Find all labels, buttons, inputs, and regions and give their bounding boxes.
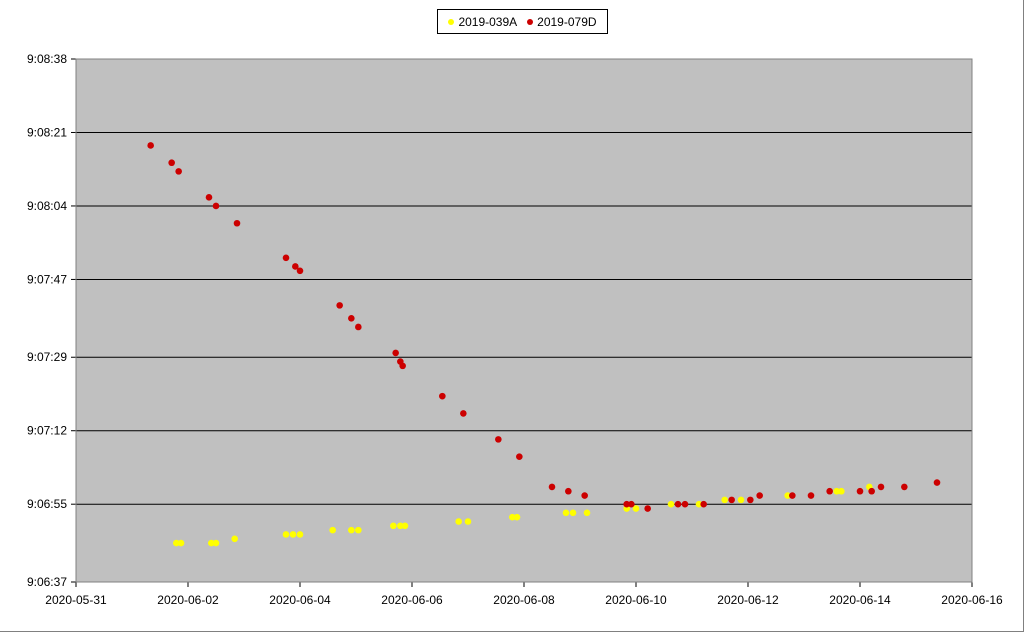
data-point-series-1 bbox=[583, 509, 591, 517]
data-point-series-2 bbox=[565, 487, 572, 495]
data-point-series-1 bbox=[509, 513, 516, 521]
data-point-series-1 bbox=[695, 500, 703, 508]
data-point-series-1 bbox=[784, 492, 791, 499]
data-point-series-1 bbox=[838, 487, 845, 495]
data-point-series-2 bbox=[581, 492, 588, 499]
data-point-series-1 bbox=[173, 539, 180, 547]
data-point-series-2 bbox=[623, 500, 630, 508]
legend-label-series-2: 2019-079D bbox=[537, 14, 597, 29]
data-point-series-1 bbox=[282, 531, 290, 538]
data-point-series-1 bbox=[464, 518, 472, 525]
data-point-series-1 bbox=[737, 496, 745, 504]
data-point-series-1 bbox=[721, 496, 728, 504]
data-point-series-2 bbox=[826, 487, 833, 495]
plot-border bbox=[75, 58, 973, 583]
data-point-series-1 bbox=[212, 539, 220, 547]
x-tick-label: 2020-06-02 bbox=[157, 593, 219, 607]
data-point-series-2 bbox=[747, 496, 754, 504]
data-point-series-1 bbox=[208, 539, 215, 547]
data-point-series-2 bbox=[700, 500, 707, 508]
data-point-series-2 bbox=[868, 487, 875, 495]
legend-item-series-1: 2019-039A bbox=[448, 15, 517, 29]
data-point-series-2 bbox=[495, 436, 502, 443]
data-point-series-2 bbox=[233, 219, 241, 227]
data-point-series-2 bbox=[336, 302, 343, 309]
y-tick-label: 9:07:29 bbox=[27, 350, 67, 364]
data-point-series-1 bbox=[390, 522, 397, 530]
data-point-series-2 bbox=[728, 496, 735, 504]
x-tick-label: 2020-06-08 bbox=[493, 593, 555, 607]
data-point-series-2 bbox=[175, 168, 182, 175]
data-point-series-1 bbox=[513, 513, 521, 521]
data-point-series-2 bbox=[516, 453, 523, 460]
data-point-series-1 bbox=[289, 531, 297, 538]
y-tick-label: 9:06:55 bbox=[27, 497, 67, 511]
legend: 2019-039A 2019-079D bbox=[437, 9, 608, 34]
data-point-series-1 bbox=[401, 522, 409, 530]
y-tick-label: 9:08:38 bbox=[27, 52, 67, 66]
x-tick-label: 2020-06-04 bbox=[269, 593, 331, 607]
y-tick-label: 9:06:37 bbox=[27, 575, 67, 589]
data-point-series-2 bbox=[674, 500, 682, 508]
x-tick-label: 2020-06-16 bbox=[941, 593, 1003, 607]
data-point-series-2 bbox=[933, 479, 941, 486]
y-tick-label: 9:08:21 bbox=[27, 125, 67, 139]
data-point-series-1 bbox=[177, 539, 185, 547]
legend-marker-series-1 bbox=[448, 18, 455, 25]
legend-marker-series-2 bbox=[527, 18, 534, 25]
data-point-series-2 bbox=[901, 483, 908, 491]
y-tick-label: 9:08:04 bbox=[27, 199, 67, 213]
data-point-series-2 bbox=[355, 323, 362, 331]
legend-label-series-1: 2019-039A bbox=[458, 14, 518, 29]
data-point-series-2 bbox=[282, 254, 290, 262]
data-point-series-2 bbox=[807, 492, 815, 499]
plot-area bbox=[76, 59, 972, 582]
data-point-series-2 bbox=[205, 194, 213, 201]
x-tick-label: 2020-06-12 bbox=[717, 593, 779, 607]
data-point-series-2 bbox=[628, 500, 635, 508]
data-point-series-1 bbox=[348, 526, 355, 534]
data-point-series-1 bbox=[667, 500, 675, 508]
data-point-series-2 bbox=[296, 267, 304, 275]
data-point-series-2 bbox=[756, 492, 763, 499]
legend-item-series-2: 2019-079D bbox=[527, 14, 597, 29]
data-point-series-2 bbox=[548, 483, 556, 491]
data-point-series-1 bbox=[562, 509, 570, 517]
x-tick-label: 2020-06-06 bbox=[381, 593, 443, 607]
data-point-series-1 bbox=[231, 535, 238, 543]
data-point-series-2 bbox=[460, 410, 467, 417]
data-point-series-2 bbox=[292, 263, 299, 270]
data-point-series-1 bbox=[355, 526, 362, 534]
data-point-series-2 bbox=[348, 315, 355, 322]
data-point-series-2 bbox=[681, 500, 689, 508]
data-point-series-2 bbox=[399, 362, 406, 370]
data-point-series-1 bbox=[455, 518, 462, 525]
data-point-series-2 bbox=[168, 159, 175, 167]
data-point-series-1 bbox=[833, 487, 840, 495]
y-tick-label: 9:07:12 bbox=[27, 424, 67, 438]
data-point-series-1 bbox=[397, 522, 404, 530]
data-point-series-2 bbox=[877, 483, 885, 491]
data-point-series-2 bbox=[644, 505, 651, 512]
data-point-series-1 bbox=[296, 531, 304, 538]
y-tick-label: 9:07:47 bbox=[27, 272, 67, 286]
data-point-series-2 bbox=[439, 392, 446, 400]
x-tick-label: 2020-06-10 bbox=[605, 593, 667, 607]
data-point-series-1 bbox=[569, 509, 577, 517]
data-point-series-1 bbox=[632, 505, 640, 512]
data-point-series-2 bbox=[212, 202, 220, 210]
x-tick-label: 2020-05-31 bbox=[45, 593, 107, 607]
data-point-series-2 bbox=[789, 492, 796, 499]
data-point-series-2 bbox=[147, 142, 154, 149]
data-point-series-1 bbox=[329, 526, 336, 534]
data-point-series-2 bbox=[856, 487, 864, 495]
data-point-series-2 bbox=[392, 349, 399, 357]
x-tick-label: 2020-06-14 bbox=[829, 593, 891, 607]
